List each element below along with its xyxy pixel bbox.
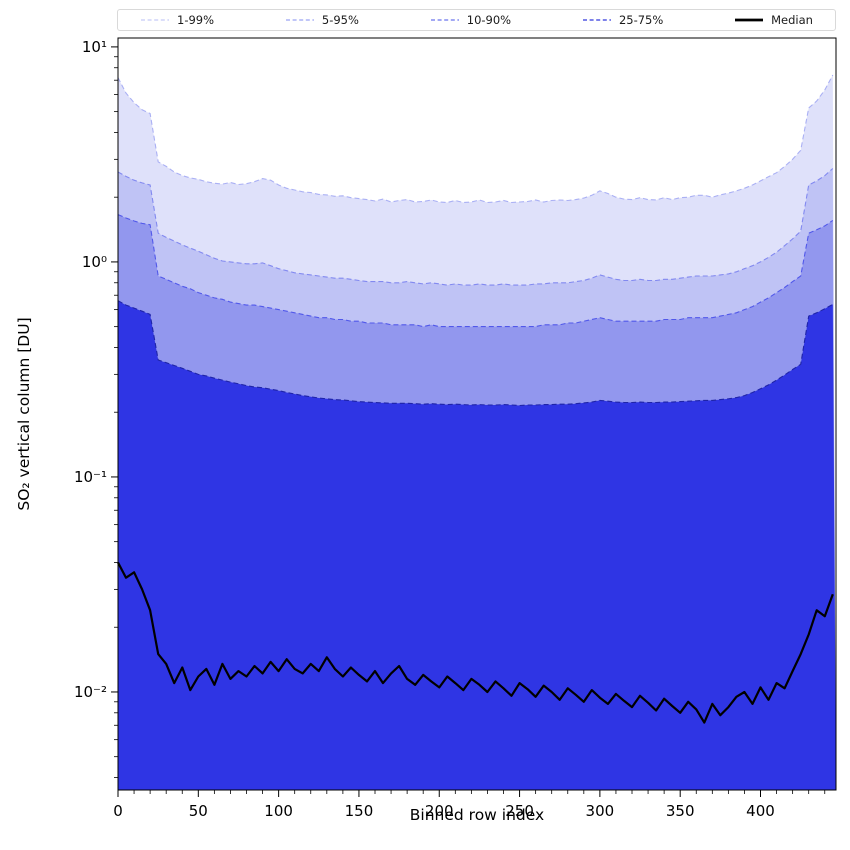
x-tick-label: 50 bbox=[189, 802, 208, 820]
legend-line-sample bbox=[430, 19, 459, 21]
x-tick-label: 150 bbox=[345, 802, 374, 820]
band-fill-25-75% bbox=[118, 300, 836, 790]
legend-item-median: Median bbox=[734, 13, 813, 27]
x-tick-label: 100 bbox=[264, 802, 293, 820]
y-tick-label: 10⁰ bbox=[82, 253, 107, 271]
legend-item-10-90-: 10-90% bbox=[430, 13, 511, 27]
y-axis-label: SO₂ vertical column [DU] bbox=[15, 317, 33, 511]
x-tick-label: 350 bbox=[666, 802, 695, 820]
x-tick-label: 300 bbox=[586, 802, 615, 820]
legend-label: 1-99% bbox=[177, 13, 215, 27]
x-tick-label: 400 bbox=[746, 802, 775, 820]
legend-label: Median bbox=[771, 13, 813, 27]
y-tick-label: 10⁻² bbox=[74, 683, 107, 701]
plot-border bbox=[117, 37, 837, 791]
legend-line-sample bbox=[141, 19, 169, 21]
legend-line-sample bbox=[582, 19, 611, 21]
legend: 1-99% 5-95% 10-90% 25-75% Median bbox=[117, 9, 836, 31]
legend-item-5-95-: 5-95% bbox=[285, 13, 359, 27]
legend-line-sample bbox=[735, 18, 764, 22]
band-edge-1-99% bbox=[117, 74, 834, 204]
x-tick-label: 250 bbox=[505, 802, 534, 820]
band-edge-10-90% bbox=[117, 214, 834, 328]
legend-label: 25-75% bbox=[618, 13, 664, 27]
legend-item-1-99-: 1-99% bbox=[140, 13, 214, 27]
x-axis-label: Binned row index bbox=[409, 806, 545, 824]
legend-label: 10-90% bbox=[466, 13, 512, 27]
y-tick-label: 10⁻¹ bbox=[74, 468, 107, 486]
band-edge-5-95% bbox=[117, 168, 834, 286]
legend-label: 5-95% bbox=[321, 13, 359, 27]
x-tick-label: 200 bbox=[425, 802, 454, 820]
legend-line-sample bbox=[285, 19, 314, 21]
y-tick-label: 10¹ bbox=[82, 38, 107, 56]
legend-item-25-75-: 25-75% bbox=[582, 13, 663, 27]
x-tick-label: 0 bbox=[113, 802, 123, 820]
median-line bbox=[117, 561, 834, 724]
band-edge-25-75% bbox=[117, 300, 834, 407]
